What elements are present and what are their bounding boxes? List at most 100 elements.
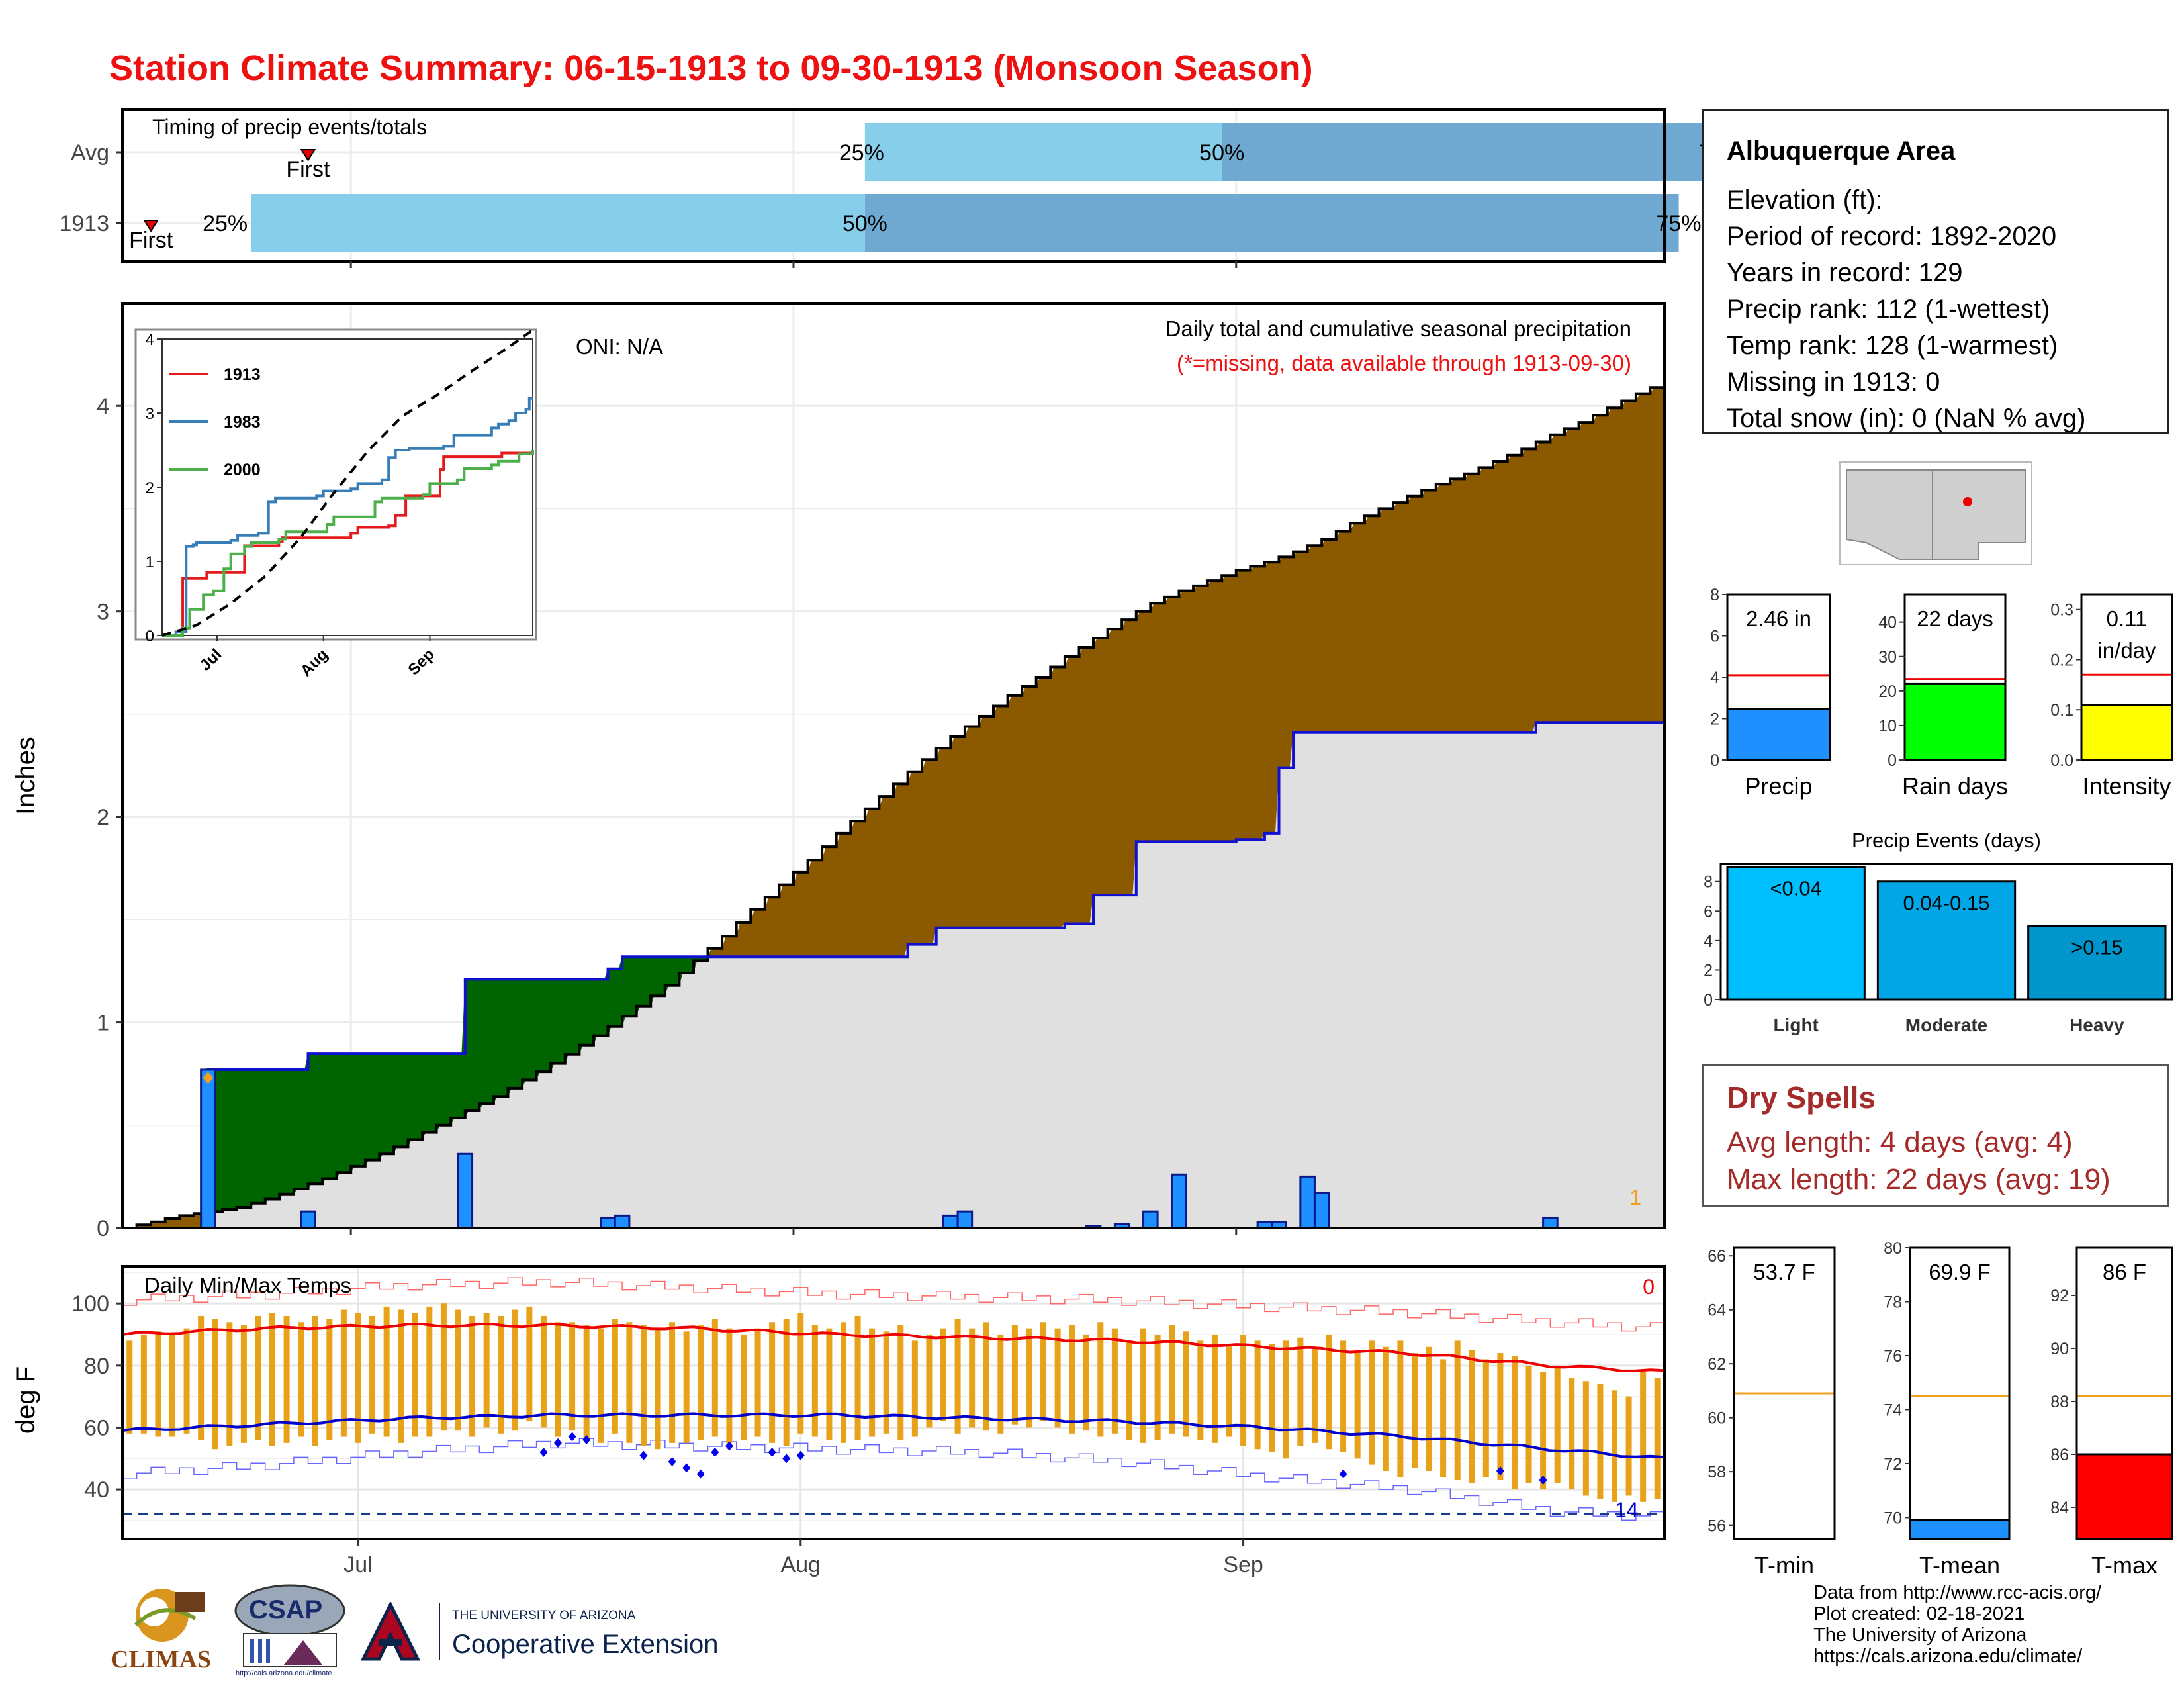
cumulative-above-avg-area (122, 387, 1664, 1228)
avg-tmin-line (122, 1412, 1665, 1459)
record-high-line (122, 1277, 1664, 1332)
dry-spells-header: Dry Spells (1727, 1080, 1876, 1115)
station-info-box: Albuquerque Area Elevation (ft): Period … (1702, 109, 2169, 434)
daily-temp-bar (1283, 1340, 1289, 1459)
daily-temp-bar (440, 1303, 447, 1431)
tmax-gauge-ytick-label: 90 (2050, 1340, 2069, 1358)
ua-logo-divider (439, 1603, 440, 1660)
daily-temp-bar (854, 1315, 861, 1440)
inset-legend-label: 1913 (224, 365, 261, 384)
dry-spells-avg: Avg length: 4 days (avg: 4) (1727, 1126, 2073, 1158)
precip-gauge-ytick-label: 4 (1710, 669, 1719, 687)
timing-row-label: 1913 (59, 211, 109, 236)
daily-precip-bar (457, 1152, 474, 1229)
daily-temp-bar (540, 1315, 547, 1428)
events-category-label: Moderate (1905, 1015, 1987, 1035)
record-low-marker (639, 1450, 648, 1460)
avg-tmax-line (122, 1322, 1665, 1373)
daily-temp-bar (840, 1322, 846, 1443)
events-category-label: Heavy (2070, 1015, 2124, 1035)
daily-temp-bar (769, 1322, 776, 1443)
precip-plot-frame (121, 302, 1666, 1229)
climas-logo: CLIMAS (109, 1579, 215, 1678)
timing-first-marker (143, 220, 159, 232)
daily-precip-bar (600, 1216, 616, 1229)
timing-first-label: First (129, 228, 173, 253)
ua-logo-top: THE UNIVERSITY OF ARIZONA (452, 1609, 636, 1622)
precip-corner-note: 1 (1629, 1186, 1641, 1209)
daily-temp-bar (1026, 1328, 1032, 1428)
map-new-mexico (1932, 469, 2026, 560)
daily-temp-bar (1597, 1383, 1604, 1499)
tmean-gauge-value-bar (1909, 1519, 2011, 1540)
csap-logo-url: http://cals.arizona.edu/climate (236, 1669, 332, 1677)
tmax-gauge-xlabel: T-max (2091, 1552, 2158, 1579)
station-elevation: Elevation (ft): (1727, 185, 1883, 214)
raindays-gauge-ytick-label: 20 (1878, 682, 1897, 701)
tmean-gauge-frame (1909, 1246, 2011, 1540)
daily-temp-bar (811, 1325, 818, 1437)
precip-gauge-ytick-label: 2 (1710, 710, 1719, 729)
oni-annotation: ONI: N/A (576, 334, 663, 359)
tmin-gauge-ytick-label: 60 (1707, 1409, 1726, 1428)
inset-legend-label: 1983 (224, 413, 261, 432)
daily-temp-bar (140, 1335, 147, 1434)
station-period: Period of record: 1892-2020 (1727, 222, 2057, 251)
events-bar (1726, 865, 1866, 1001)
daily-temp-bar (1197, 1340, 1204, 1440)
intensity-gauge-value-unit: in/day (2097, 638, 2156, 663)
daily-temp-bar (1154, 1335, 1161, 1440)
precip-ytick-label: 3 (97, 600, 109, 625)
dry-spells-box: Dry Spells Avg length: 4 days (avg: 4) M… (1702, 1064, 2169, 1207)
csap-logo-text: CSAP (249, 1595, 323, 1624)
daily-temp-bar (1440, 1359, 1447, 1477)
daily-precip-bar (300, 1210, 316, 1229)
daily-temp-bar (269, 1313, 276, 1446)
timing-bar-25-50 (864, 123, 1222, 181)
inset-ytick-label: 3 (146, 405, 154, 423)
raindays-gauge-xlabel: Rain days (1902, 773, 2008, 800)
ua-logo-bottom: Cooperative Extension (452, 1630, 719, 1659)
precip-gauge-value-bar (1726, 708, 1831, 761)
daily-temp-bar (711, 1319, 718, 1437)
daily-temp-bar (1582, 1381, 1589, 1496)
intensity-gauge-ytick-label: 0.3 (2050, 601, 2073, 620)
record-low-marker (768, 1447, 776, 1457)
daily-temp-bar (1040, 1322, 1047, 1422)
record-low-marker (568, 1432, 576, 1442)
tmean-gauge-ytick-label: 76 (1884, 1347, 1902, 1366)
tmax-gauge-ytick-label: 84 (2050, 1499, 2069, 1517)
timing-frame (121, 108, 1666, 263)
intensity-gauge-value-bar (2080, 704, 2173, 761)
credits: Data from http://www.rcc-acis.org/ Plot … (1813, 1582, 2101, 1667)
record-low-marker (796, 1450, 805, 1460)
temps-corner-note: 0 (1643, 1275, 1655, 1299)
timing-row-label: Avg (71, 140, 109, 165)
daily-temp-bar (926, 1335, 933, 1428)
timing-title: Timing of precip events/totals (152, 115, 427, 139)
daily-temp-bar (1183, 1331, 1189, 1437)
raindays-gauge-ytick-label: 10 (1878, 717, 1897, 735)
daily-temp-bar (1083, 1335, 1089, 1431)
daily-temp-bar (383, 1306, 390, 1437)
daily-temp-bar (1340, 1340, 1347, 1452)
cumulative-common-area (122, 722, 1664, 1228)
tmean-gauge-ytick-label: 78 (1884, 1293, 1902, 1311)
credit-university: The University of Arizona (1813, 1624, 2027, 1646)
intensity-gauge-frame (2080, 593, 2173, 761)
precip-gauge-ytick-label: 0 (1710, 751, 1719, 770)
timing-bar-25-50 (251, 194, 865, 252)
daily-precip-bar (942, 1214, 959, 1229)
station-temp-rank: Temp rank: 128 (1-warmest) (1727, 331, 2058, 360)
intensity-gauge-ytick-label: 0.0 (2050, 751, 2073, 770)
record-low-marker (582, 1435, 591, 1445)
precip-ytick-label: 0 (97, 1216, 109, 1241)
daily-temp-bar (669, 1322, 676, 1443)
daily-temp-bar (1297, 1337, 1304, 1446)
temps-xtick-label: Sep (1223, 1552, 1263, 1577)
temps-low-note: 14 (1615, 1498, 1639, 1522)
daily-temp-bar (240, 1325, 247, 1443)
events-bar-label: >0.15 (2071, 936, 2122, 959)
timing-p25-label: 25% (203, 211, 248, 236)
events-ytick-label: 0 (1704, 991, 1713, 1009)
